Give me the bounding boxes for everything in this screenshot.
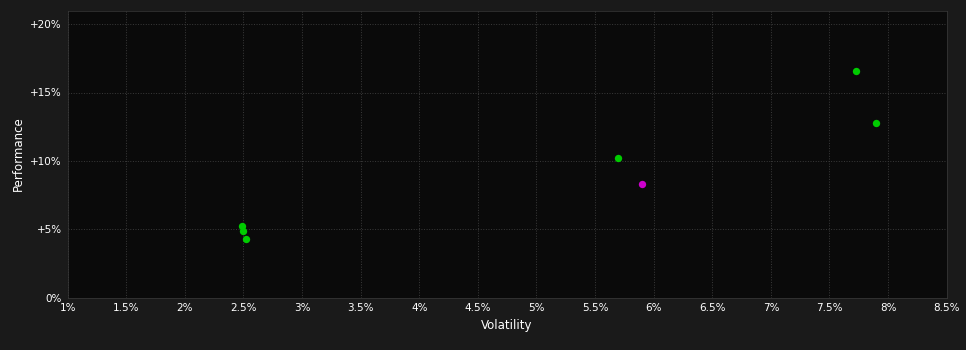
Point (849, 68, 865, 74)
Y-axis label: Performance: Performance (12, 117, 25, 191)
Point (868, 120, 884, 125)
Point (238, 236, 253, 241)
Point (611, 155, 626, 161)
Point (635, 181, 650, 187)
Point (236, 228, 251, 233)
X-axis label: Volatility: Volatility (481, 318, 533, 331)
Point (235, 224, 250, 229)
